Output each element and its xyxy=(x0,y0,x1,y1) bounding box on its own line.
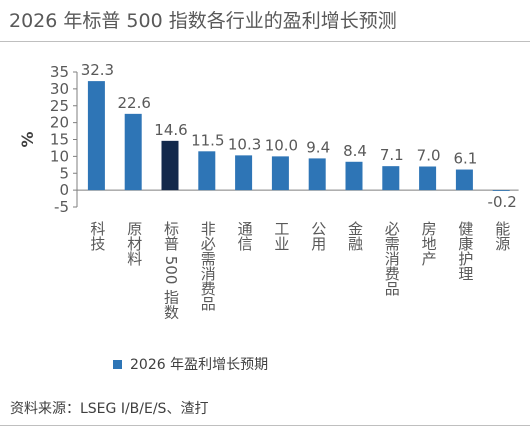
bar xyxy=(87,81,105,191)
data-label: 8.4 xyxy=(343,142,367,160)
bar xyxy=(308,158,326,191)
source-note: 资料来源：LSEG I/B/E/S、渣打 xyxy=(10,401,209,417)
data-label: 14.6 xyxy=(154,121,187,139)
category-label: 金融 xyxy=(346,221,364,251)
bottom-divider xyxy=(0,425,530,426)
category-label: 能源 xyxy=(493,221,511,251)
category-label: 健康护理 xyxy=(456,221,474,281)
bar xyxy=(271,156,289,191)
title-divider xyxy=(0,41,530,42)
category-label: 工业 xyxy=(272,221,290,251)
category-label: 必需消费品 xyxy=(383,221,401,296)
y-tick-label: 35 xyxy=(50,63,69,81)
bar xyxy=(345,161,363,191)
data-label: 22.6 xyxy=(117,94,150,112)
legend-swatch xyxy=(113,359,122,369)
data-label: 10.0 xyxy=(265,136,298,154)
y-tick-label: -5 xyxy=(54,198,69,216)
y-tick-label: 15 xyxy=(50,131,69,149)
bar xyxy=(161,140,179,191)
y-tick-label: 0 xyxy=(59,181,69,199)
data-label: 11.5 xyxy=(191,131,224,149)
y-axis-title: % xyxy=(18,131,37,147)
y-tick-label: 20 xyxy=(50,114,69,132)
category-label: 通信 xyxy=(236,221,254,251)
bar xyxy=(235,155,253,191)
category-label: 非必需消费品 xyxy=(199,221,217,311)
category-label: 科技 xyxy=(88,221,106,252)
chart-title: 2026 年标普 500 指数各行业的盈利增长预测 xyxy=(9,10,397,32)
data-label: 6.1 xyxy=(453,150,477,168)
data-label: 9.4 xyxy=(306,138,330,156)
data-label: 7.0 xyxy=(417,147,441,165)
category-label-group: 科技 原材料 标普 500 指数 非必需消费品 通信 工业 公用 金融 必需消费品 房地产 健康护理… xyxy=(88,221,511,319)
y-tick-label: 5 xyxy=(59,164,69,182)
bar xyxy=(455,169,473,191)
category-label: 标普 500 指数 xyxy=(162,221,180,319)
bar xyxy=(198,151,216,191)
bar-group xyxy=(87,81,510,191)
data-label: 32.3 xyxy=(81,61,114,79)
bar xyxy=(492,190,510,191)
bar xyxy=(382,166,400,191)
data-label: 7.1 xyxy=(380,146,404,164)
category-label: 公用 xyxy=(309,221,327,252)
bar xyxy=(124,113,142,191)
data-label-group: 32.322.614.611.5 10.3 10.0 9.4 8.4 7.1 7.0 6.1 -… xyxy=(81,61,517,211)
category-label: 原材料 xyxy=(125,221,143,266)
bar xyxy=(419,166,437,191)
y-tick-label: 10 xyxy=(50,147,69,165)
y-tick-label: 25 xyxy=(50,97,69,115)
category-label: 房地产 xyxy=(420,221,438,266)
legend-label: 2026 年盈利增长预期 xyxy=(130,357,269,373)
data-label: 10.3 xyxy=(228,135,261,153)
legend: 2026 年盈利增长预期 xyxy=(113,354,268,374)
y-tick-label: 30 xyxy=(50,80,69,98)
data-label: -0.2 xyxy=(488,193,517,211)
